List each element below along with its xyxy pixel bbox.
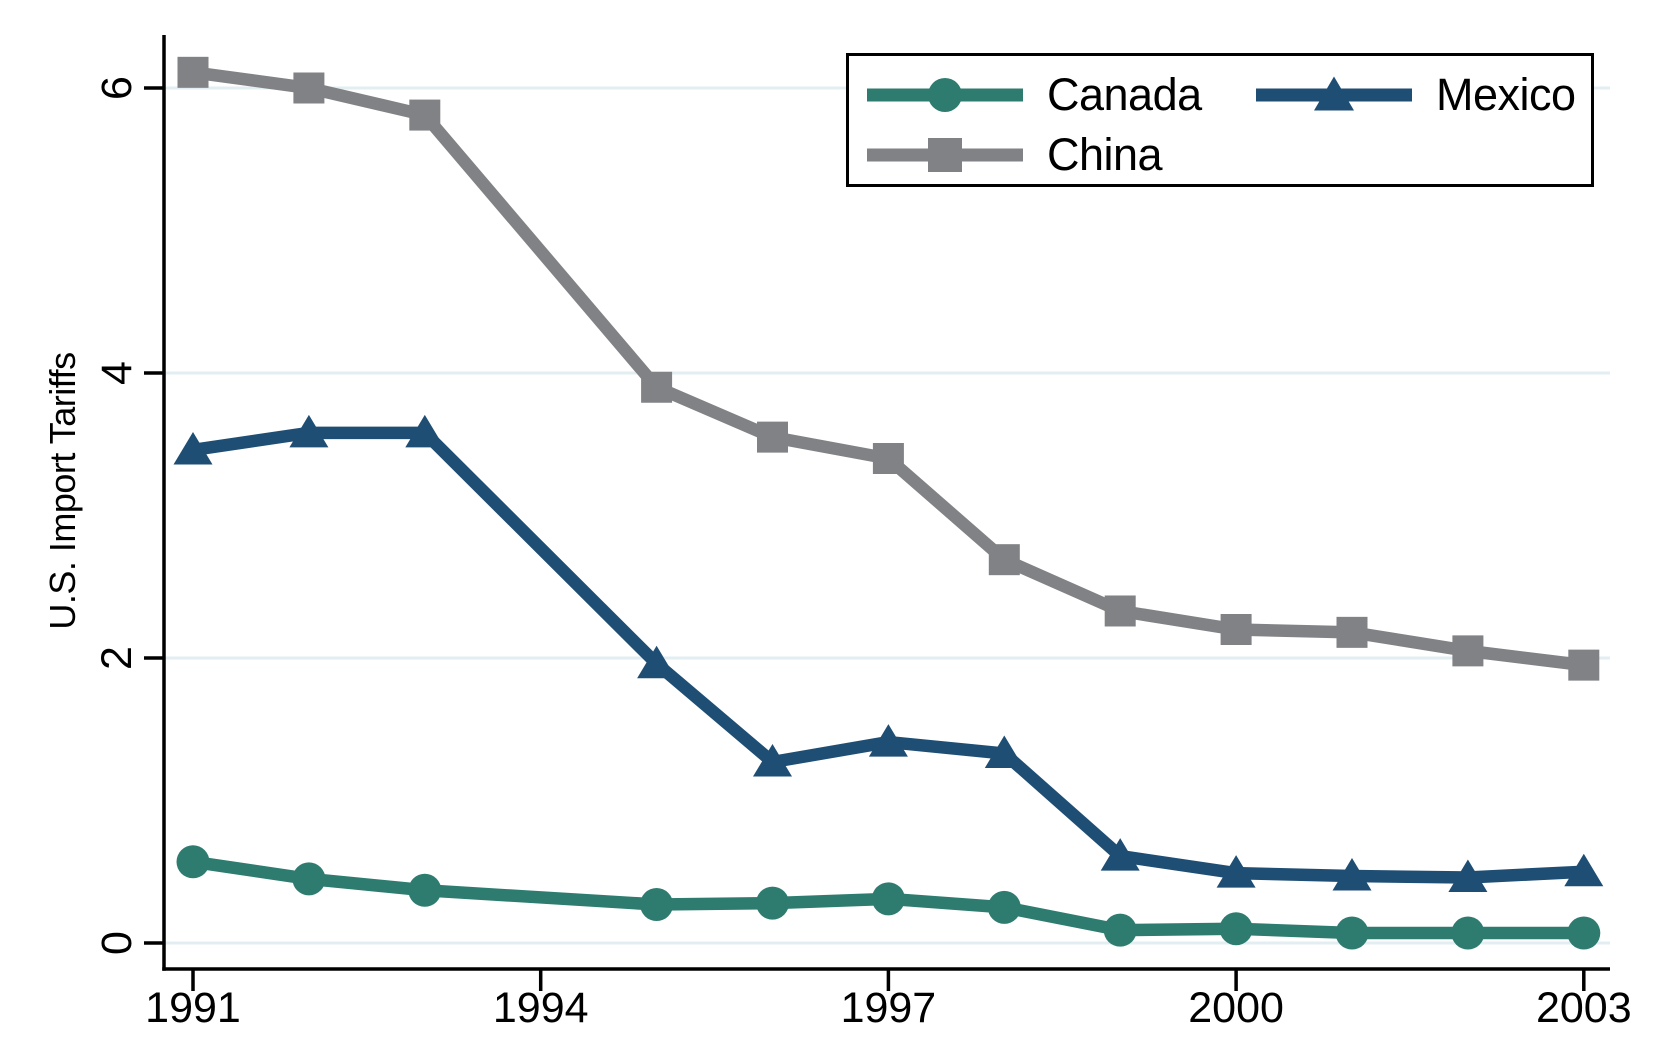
series-canada-line	[192, 855, 1584, 940]
legend-label-china: China	[1047, 129, 1163, 180]
series-mexico-marker-2000	[1216, 855, 1256, 888]
legend-entry-mexico: Mexico	[1254, 69, 1576, 120]
series-canada-marker-2000	[1219, 912, 1253, 946]
series-mexico-marker-1995	[637, 645, 677, 679]
series-canada-marker-1996	[756, 886, 789, 920]
series-china-marker-1999	[1104, 595, 1136, 627]
y-axis-title: U.S. Import Tariffs	[42, 352, 83, 630]
x-tick-label-2000: 2000	[1188, 984, 1284, 1032]
series-mexico-marker-1991	[173, 431, 213, 465]
series-mexico-marker-1992	[289, 414, 329, 448]
series-canada-marker-2002	[1451, 916, 1485, 950]
series-china-line	[192, 66, 1585, 672]
series-mexico-marker-2001	[1332, 858, 1372, 891]
series-canada-marker-1993	[408, 873, 442, 907]
x-tick-label-2003: 2003	[1536, 984, 1632, 1032]
x-tick-label-1994: 1994	[493, 984, 589, 1032]
series-china-marker-2002	[1452, 635, 1484, 667]
series-china-marker-1993	[409, 99, 441, 131]
series-china-marker-1996	[757, 421, 788, 453]
x-tick-label-1997: 1997	[841, 984, 937, 1032]
series-mexico-marker-2003	[1564, 853, 1604, 887]
legend-key-line-circle-icon	[867, 78, 1023, 112]
y-tick-label-6: 6	[93, 76, 141, 100]
legend-entry-canada: Canada	[865, 69, 1202, 120]
series-canada-marker-1999	[1103, 913, 1137, 947]
series-canada-marker-1991	[176, 845, 210, 879]
legend: Canada Mexico China	[846, 53, 1594, 187]
series-mexico-marker-2002	[1448, 859, 1488, 892]
series-china-marker-2000	[1220, 614, 1252, 645]
series-mexico-marker-1999	[1100, 838, 1140, 871]
series-mexico-marker-1998	[984, 735, 1024, 768]
y-tick-label-4: 4	[93, 361, 141, 385]
series-canada-marker-1997	[871, 882, 905, 916]
series-mexico-line	[192, 426, 1585, 884]
x-tick-label-1991: 1991	[145, 984, 241, 1032]
series-mexico-marker-1996	[753, 744, 792, 777]
y-tick-label-2: 2	[93, 646, 141, 670]
series-mexico-marker-1997	[868, 724, 908, 757]
y-tick-label-0: 0	[93, 931, 141, 955]
series-mexico-marker-1993	[405, 414, 445, 448]
series-china-marker-2001	[1336, 616, 1368, 648]
series-china-marker-1995	[641, 371, 673, 403]
series-china-marker-1992	[293, 72, 325, 104]
series-canada-marker-2001	[1335, 916, 1369, 950]
legend-entry-china: China	[865, 129, 1163, 180]
series-canada-marker-1998	[987, 890, 1021, 924]
series-china-marker-1991	[177, 56, 209, 88]
series-canada-marker-1995	[640, 888, 674, 922]
series-china-marker-1998	[988, 544, 1020, 576]
legend-key-line-triangle-icon	[1256, 76, 1412, 111]
legend-key-line-square-icon	[867, 138, 1023, 172]
series-china-marker-2003	[1568, 649, 1600, 681]
series-canada-marker-2003	[1567, 916, 1601, 950]
series-canada-marker-1992	[292, 862, 326, 896]
series-china-marker-1997	[872, 443, 904, 474]
legend-label-canada: Canada	[1047, 69, 1202, 120]
legend-label-mexico: Mexico	[1436, 69, 1576, 120]
